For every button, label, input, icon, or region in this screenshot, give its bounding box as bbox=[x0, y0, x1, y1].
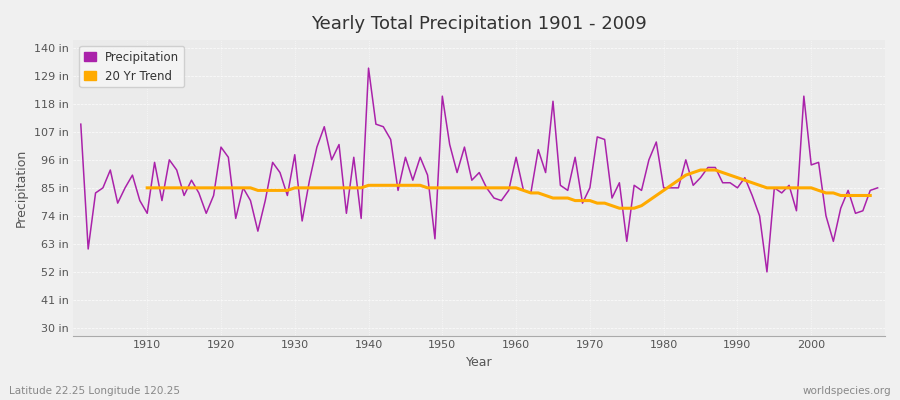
Title: Yearly Total Precipitation 1901 - 2009: Yearly Total Precipitation 1901 - 2009 bbox=[311, 15, 647, 33]
X-axis label: Year: Year bbox=[466, 356, 492, 369]
Legend: Precipitation, 20 Yr Trend: Precipitation, 20 Yr Trend bbox=[79, 46, 184, 87]
Y-axis label: Precipitation: Precipitation bbox=[15, 149, 28, 227]
Text: Latitude 22.25 Longitude 120.25: Latitude 22.25 Longitude 120.25 bbox=[9, 386, 180, 396]
Text: worldspecies.org: worldspecies.org bbox=[803, 386, 891, 396]
